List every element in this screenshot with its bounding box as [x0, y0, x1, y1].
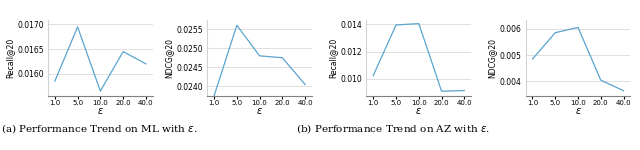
X-axis label: $\epsilon$: $\epsilon$	[97, 106, 104, 116]
Text: (b) Performance Trend on AZ with $\epsilon$.: (b) Performance Trend on AZ with $\epsil…	[296, 122, 491, 135]
X-axis label: $\epsilon$: $\epsilon$	[415, 106, 422, 116]
Y-axis label: NDCG@20: NDCG@20	[164, 38, 173, 78]
Y-axis label: Recall@20: Recall@20	[5, 38, 15, 78]
Y-axis label: NDCG@20: NDCG@20	[488, 38, 497, 78]
Text: (a) Performance Trend on ML with $\epsilon$.: (a) Performance Trend on ML with $\epsil…	[1, 122, 198, 135]
X-axis label: $\epsilon$: $\epsilon$	[256, 106, 263, 116]
X-axis label: $\epsilon$: $\epsilon$	[575, 106, 582, 116]
Y-axis label: Recall@20: Recall@20	[329, 38, 338, 78]
